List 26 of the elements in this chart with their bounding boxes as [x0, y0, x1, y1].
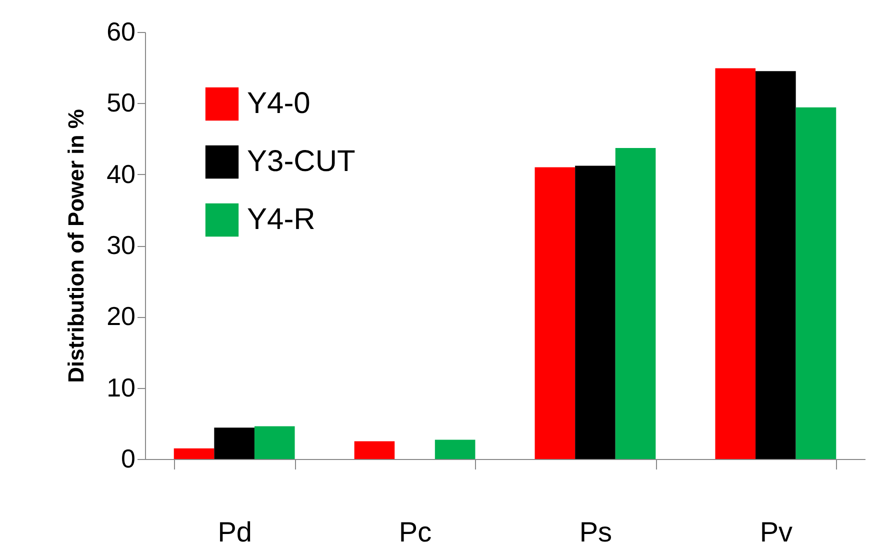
- bar: [615, 148, 656, 459]
- y-tick-label: 50: [106, 88, 136, 118]
- bar: [254, 426, 295, 459]
- y-tick-label: 30: [106, 230, 136, 260]
- legend-label: Y4-0: [247, 87, 310, 120]
- bar: [174, 448, 214, 459]
- bar: [214, 428, 254, 459]
- y-tick-label: 40: [106, 158, 136, 189]
- x-tick-label: Pd: [218, 516, 252, 548]
- legend-label: Y4-R: [247, 203, 316, 236]
- y-tick-label: 20: [106, 301, 136, 332]
- y-tick-label: 60: [106, 16, 136, 46]
- x-tick-label: Pv: [760, 516, 793, 548]
- x-tick-label: Ps: [579, 516, 612, 548]
- y-tick-label: 10: [106, 372, 136, 402]
- x-tick-label: Pc: [398, 516, 432, 548]
- bar: [715, 68, 756, 459]
- bar: [756, 71, 796, 459]
- bar: [434, 440, 476, 459]
- y-axis-title: Distribution of Power in %: [64, 109, 89, 383]
- bar: [796, 107, 836, 459]
- bar: [575, 166, 616, 459]
- bar: [534, 167, 576, 459]
- y-tick-label: 0: [121, 444, 136, 474]
- legend-label: Y3-CUT: [247, 145, 356, 178]
- bar: [354, 441, 395, 459]
